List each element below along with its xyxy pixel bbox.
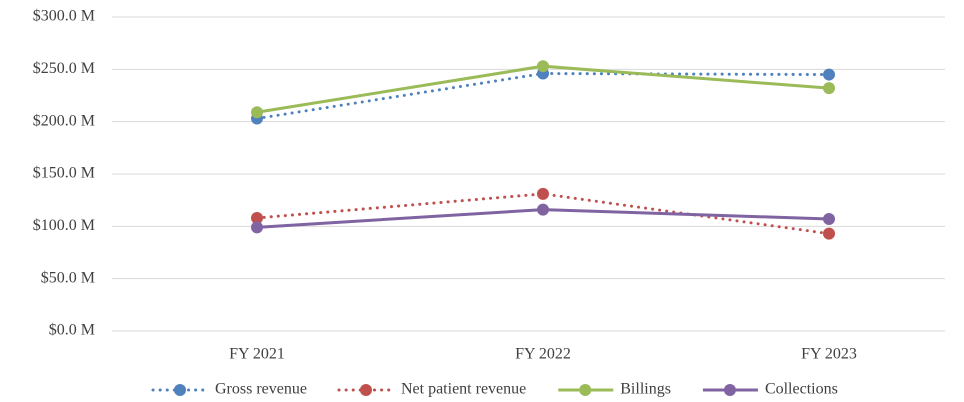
data-point (251, 211, 263, 224)
y-tick-label: $150.0 M (33, 165, 95, 182)
legend-marker (723, 384, 736, 396)
data-point (251, 221, 263, 234)
data-point (823, 68, 835, 81)
y-tick-label: $0.0 M (49, 322, 95, 339)
y-tick-label: $100.0 M (33, 217, 95, 234)
data-point (537, 203, 549, 216)
data-point (251, 106, 263, 119)
data-point (537, 60, 549, 73)
data-point (823, 82, 835, 95)
y-tick-label: $50.0 M (41, 269, 95, 286)
y-tick-label: $200.0 M (33, 112, 95, 129)
y-tick-label: $250.0 M (33, 60, 95, 77)
legend-label: Net patient revenue (401, 381, 526, 398)
data-point (537, 187, 549, 200)
data-point (823, 227, 835, 240)
legend-label: Billings (620, 381, 671, 398)
legend-marker (579, 384, 592, 396)
data-point (823, 213, 835, 226)
x-tick-label: FY 2021 (229, 346, 285, 363)
x-tick-label: FY 2022 (515, 346, 571, 363)
legend-marker (174, 384, 186, 396)
legend-label: Gross revenue (215, 381, 307, 398)
legend-label: Collections (765, 381, 838, 398)
y-tick-label: $300.0 M (33, 8, 95, 25)
legend-marker (359, 384, 372, 396)
x-tick-label: FY 2023 (801, 346, 857, 363)
